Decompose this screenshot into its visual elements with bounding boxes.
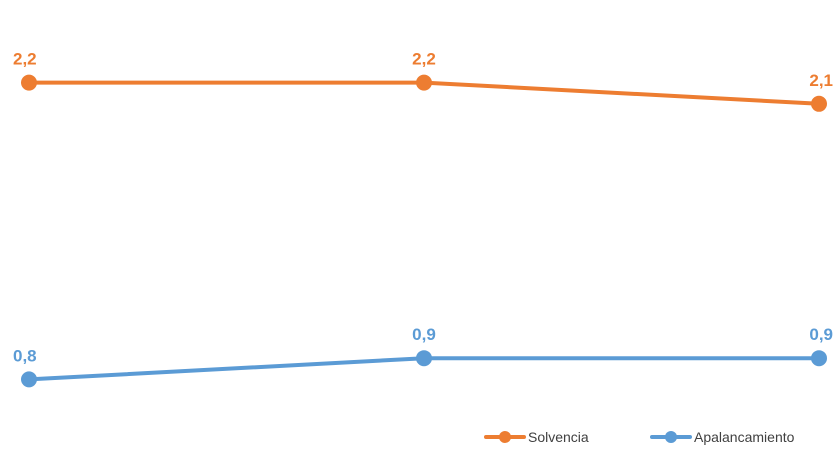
data-label-apalancamiento-3: 0,9: [809, 325, 833, 344]
legend-item-solvencia[interactable]: Solvencia: [486, 429, 589, 445]
data-point-solvencia-1[interactable]: [21, 75, 37, 91]
legend-marker-dot-solvencia: [499, 431, 511, 443]
legend-label-apalancamiento: Apalancamiento: [694, 429, 795, 445]
data-label-solvencia-3: 2,1: [809, 71, 833, 90]
data-point-apalancamiento-3[interactable]: [811, 350, 827, 366]
data-label-apalancamiento-1: 0,8: [13, 346, 37, 365]
data-point-solvencia-2[interactable]: [416, 75, 432, 91]
legend-marker-dot-apalancamiento: [665, 431, 677, 443]
data-point-solvencia-3[interactable]: [811, 96, 827, 112]
legend-item-apalancamiento[interactable]: Apalancamiento: [652, 429, 795, 445]
series-solvencia: 2,2 2,2 2,1: [13, 50, 833, 112]
series-layer: 2,2 2,2 2,1 0,8 0,9 0,9: [13, 50, 833, 388]
legend-label-solvencia: Solvencia: [528, 429, 589, 445]
data-label-solvencia-2: 2,2: [412, 50, 436, 69]
data-label-solvencia-1: 2,2: [13, 50, 37, 69]
data-point-apalancamiento-1[interactable]: [21, 371, 37, 387]
series-apalancamiento: 0,8 0,9 0,9: [13, 325, 833, 387]
data-point-apalancamiento-2[interactable]: [416, 350, 432, 366]
legend: Solvencia Apalancamiento: [486, 429, 795, 445]
data-label-apalancamiento-2: 0,9: [412, 325, 436, 344]
